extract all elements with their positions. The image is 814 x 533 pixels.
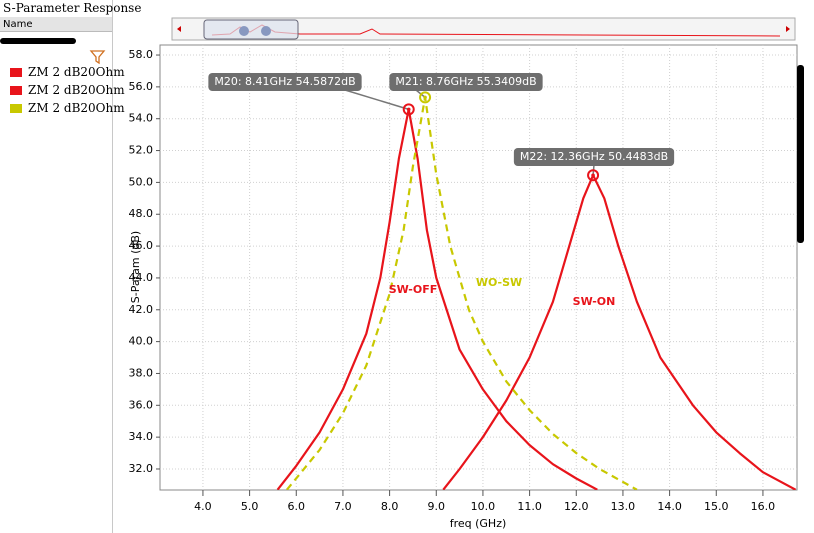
scroll-left[interactable] xyxy=(177,26,181,32)
marker-box xyxy=(389,73,543,91)
y-tick-label: 38.0 xyxy=(129,366,154,379)
legend-entry[interactable]: ZM 2 dB20Ohm xyxy=(10,83,125,97)
x-tick-label: 12.0 xyxy=(564,500,589,513)
y-tick-label: 52.0 xyxy=(129,144,154,157)
legend-label: ZM 2 dB20Ohm xyxy=(28,101,125,115)
marker-dot xyxy=(591,173,595,178)
x-tick-label: 7.0 xyxy=(334,500,352,513)
panel-title: S-Parameter Response xyxy=(3,1,142,15)
marker-label: M20: 8.41GHz 54.5872dB xyxy=(214,75,355,88)
overview-handle[interactable] xyxy=(239,26,249,36)
y-tick-label: 34.0 xyxy=(129,430,154,443)
annotation: WO-SW xyxy=(476,276,522,289)
y-tick-label: 42.0 xyxy=(129,303,154,316)
marker-label: M21: 8.76GHz 55.3409dB xyxy=(395,75,536,88)
marker-point xyxy=(587,169,600,182)
plot-frame xyxy=(159,44,798,491)
series-line xyxy=(442,174,797,490)
y-tick-label: 48.0 xyxy=(129,207,154,220)
x-tick-label: 8.0 xyxy=(381,500,399,513)
x-tick-label: 15.0 xyxy=(704,500,729,513)
redacted-bar xyxy=(0,38,76,44)
x-axis-label: freq (GHz) xyxy=(450,517,507,530)
series-line xyxy=(276,108,598,490)
x-tick-label: 5.0 xyxy=(241,500,259,513)
y-tick-label: 44.0 xyxy=(129,271,154,284)
y-tick-label: 46.0 xyxy=(129,239,154,252)
marker-point xyxy=(419,91,432,104)
y-tick-label: 56.0 xyxy=(129,80,154,93)
y-axis-label: S-Param (dB) xyxy=(129,231,142,303)
y-tick-label: 32.0 xyxy=(129,462,154,475)
marker-point xyxy=(402,103,415,116)
legend-entry[interactable]: ZM 2 dB20Ohm xyxy=(10,65,125,79)
column-header[interactable]: Name xyxy=(0,17,112,32)
legend-entry[interactable]: ZM 2 dB20Ohm xyxy=(10,101,125,115)
x-tick-label: 14.0 xyxy=(657,500,682,513)
annotation: SW-ON xyxy=(573,295,616,308)
marker-dot xyxy=(423,95,427,100)
y-tick-label: 36.0 xyxy=(129,398,154,411)
y-tick-label: 58.0 xyxy=(129,48,154,61)
filter-icon[interactable] xyxy=(89,50,106,65)
y-tick-label: 54.0 xyxy=(129,112,154,125)
annotation: SW-OFF xyxy=(389,283,438,296)
x-tick-label: 10.0 xyxy=(471,500,496,513)
plot-area xyxy=(276,96,797,490)
overview-window[interactable] xyxy=(203,19,299,40)
x-tick-label: 9.0 xyxy=(428,500,446,513)
legend-swatch xyxy=(10,68,22,77)
legend-label: ZM 2 dB20Ohm xyxy=(28,65,125,79)
marker-box xyxy=(208,73,362,91)
scroll-right[interactable] xyxy=(786,26,790,32)
x-tick-label: 16.0 xyxy=(751,500,776,513)
marker-label: M22: 12.36GHz 50.4483dB xyxy=(520,150,668,163)
scrollbar-thumb[interactable] xyxy=(797,65,804,243)
y-tick-label: 40.0 xyxy=(129,335,154,348)
x-tick-label: 6.0 xyxy=(288,500,306,513)
legend-swatch xyxy=(10,86,22,95)
marker-box xyxy=(513,148,675,166)
x-tick-label: 13.0 xyxy=(611,500,636,513)
marker-leader xyxy=(344,89,409,111)
legend-label: ZM 2 dB20Ohm xyxy=(28,83,125,97)
x-tick-label: 11.0 xyxy=(517,500,542,513)
y-tick-label: 50.0 xyxy=(129,175,154,188)
side-panel: S-Parameter Response Name ZM 2 dB20Ohm ZM… xyxy=(0,0,141,533)
marker-dot xyxy=(406,107,411,112)
overview-handle[interactable] xyxy=(261,26,271,36)
x-tick-label: 4.0 xyxy=(194,500,212,513)
series-line xyxy=(286,96,638,490)
legend-swatch xyxy=(10,104,22,113)
